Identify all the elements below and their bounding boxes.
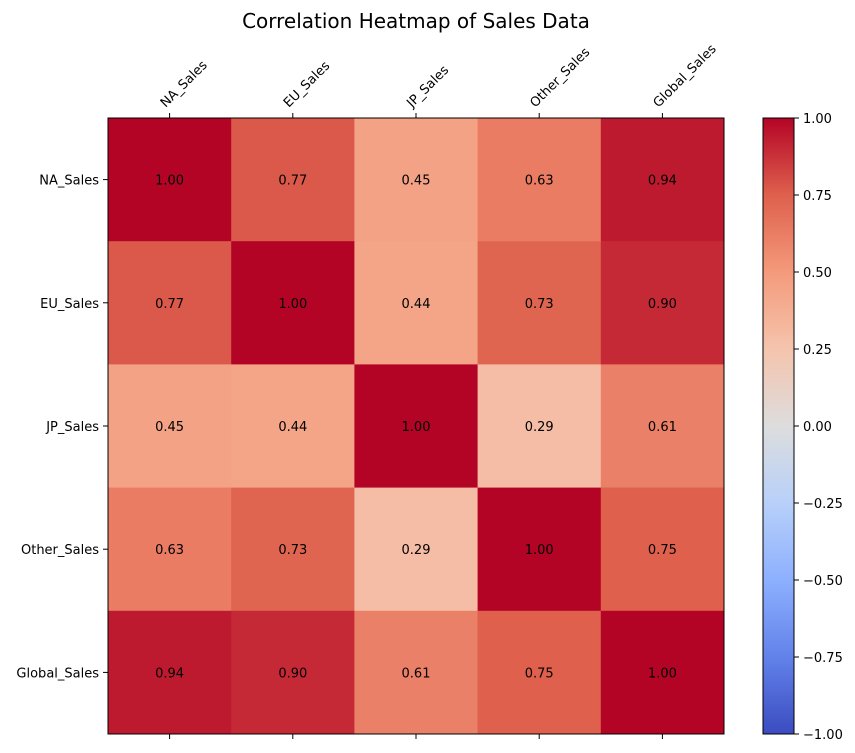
heatmap-cell [477,241,602,365]
y-tick-label: NA_Sales [39,174,99,189]
cell-value-label: 0.44 [402,297,431,312]
cell-value-label: 0.45 [402,174,431,189]
colorbar-tick-label: 0.50 [803,266,832,281]
heatmap-cell [354,364,479,489]
heatmap-cell [108,364,232,489]
heatmap-cells [108,118,725,735]
colorbar-tick-label: −1.00 [803,728,843,743]
cell-value-label: 0.90 [648,297,677,312]
heatmap-cell [600,118,725,242]
cell-value-label: 0.75 [648,543,677,558]
cell-value-label: 0.75 [525,666,554,681]
heatmap-cell [231,364,355,489]
heatmap-cell-labels: 1.00 0.77 0.45 0.63 0.94 0.77 1.00 0.44 0.73 0.90… [155,174,677,682]
x-tick-label: Global_Sales [651,42,720,111]
cell-value-label: 0.90 [278,666,307,681]
colorbar [762,117,795,735]
cell-value-label: 0.45 [155,420,184,435]
cell-value-label: 1.00 [278,297,307,312]
colorbar-tick-label: 0.00 [803,420,832,435]
heatmap-cell [231,118,355,242]
heatmap-cell [477,487,602,612]
x-tick-label: Other_Sales [527,45,593,111]
cell-value-label: 1.00 [155,174,184,189]
colorbar-ticks: 1.00 0.75 0.50 0.25 0.00 −0.25 −0.50 −0.75 −1.00 [794,112,843,743]
cell-value-label: 0.61 [402,666,431,681]
cell-value-label: 0.77 [278,174,307,189]
heatmap-cell [354,241,479,365]
y-tick-label: JP_Sales [45,420,99,435]
cell-value-label: 0.61 [648,420,677,435]
y-axis-ticks: NA_Sales EU_Sales JP_Sales Other_Sales Globa… [16,174,108,681]
cell-value-label: 0.63 [525,174,554,189]
heatmap-cell [231,487,355,612]
cell-value-label: 0.73 [525,297,554,312]
chart-title: Correlation Heatmap of Sales Data [242,9,590,33]
cell-value-label: 0.73 [278,543,307,558]
heatmap-cell [108,241,232,365]
heatmap-cell [108,487,232,612]
heatmap-cell [108,118,232,242]
heatmap-cell [231,610,355,735]
heatmap-cell [354,487,479,612]
heatmap-cell [477,610,602,735]
cell-value-label: 0.29 [402,543,431,558]
colorbar-tick-label: −0.50 [803,574,843,589]
cell-value-label: 1.00 [402,420,431,435]
heatmap-cell [600,241,725,365]
cell-value-label: 1.00 [648,666,677,681]
colorbar-tick-label: −0.75 [803,651,843,666]
y-tick-label: EU_Sales [40,297,99,312]
heatmap-cell [600,364,725,489]
y-tick-label: Global_Sales [16,666,99,681]
cell-value-label: 0.44 [278,420,307,435]
colorbar-tick-label: 0.75 [803,189,832,204]
heatmap-cell [231,241,355,365]
x-tick-label: NA_Sales [158,58,211,111]
heatmap-cell [600,610,725,735]
cell-value-label: 0.94 [155,666,184,681]
cell-value-label: 0.94 [648,174,677,189]
heatmap-cell [477,118,602,242]
x-tick-label: JP_Sales [404,63,453,112]
colorbar-tick-label: 0.25 [803,343,832,358]
colorbar-tick-label: 1.00 [803,112,832,127]
colorbar-tick-label: −0.25 [803,497,843,512]
heatmap-cell [600,487,725,612]
y-tick-label: Other_Sales [21,543,99,558]
heatmap-cell [108,610,232,735]
cell-value-label: 0.63 [155,543,184,558]
x-tick-label: EU_Sales [281,58,333,110]
heatmap-cell [354,610,479,735]
heatmap-cell [354,118,479,242]
cell-value-label: 0.29 [525,420,554,435]
heatmap-cell [477,364,602,489]
cell-value-label: 1.00 [525,543,554,558]
plot-frame [107,117,725,735]
cell-value-label: 0.77 [155,297,184,312]
